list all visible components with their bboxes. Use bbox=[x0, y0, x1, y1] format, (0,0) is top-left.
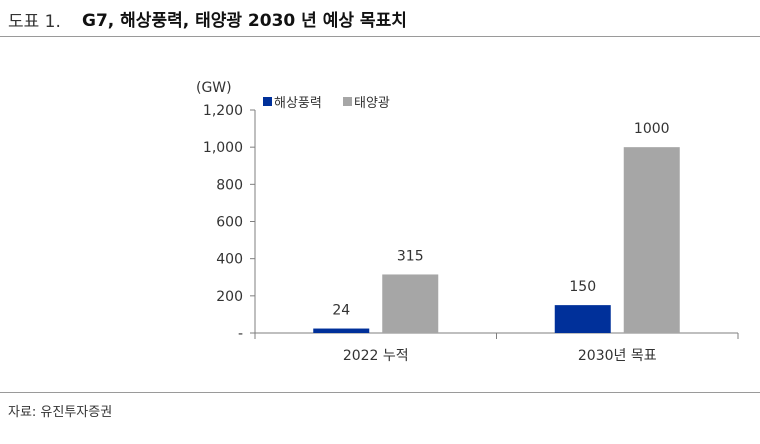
y-tick-label: 600 bbox=[216, 215, 243, 231]
source-note: 자료: 유진투자증권 bbox=[8, 405, 113, 420]
figure-header: 도표 1. G7, 해상풍력, 태양광 2030 년 예상 목표치 bbox=[0, 0, 760, 37]
figure-label: 도표 1. bbox=[8, 12, 61, 32]
legend-label: 태양광 bbox=[354, 96, 390, 111]
x-tick-label: 2030년 목표 bbox=[578, 348, 657, 364]
y-tick-label: 1,200 bbox=[203, 103, 243, 119]
y-tick-label: 800 bbox=[216, 177, 243, 193]
x-tick-label: 2022 누적 bbox=[343, 348, 409, 364]
y-tick-label: 1,000 bbox=[203, 140, 243, 156]
bar-offshore-wind bbox=[554, 305, 611, 333]
bottom-divider bbox=[0, 392, 760, 393]
bar-solar bbox=[623, 147, 680, 333]
legend-label: 해상풍력 bbox=[274, 96, 322, 111]
data-label: 24 bbox=[332, 303, 350, 319]
bar-chart: - 200 400 600 800 1,000 1,200 (GW) 24 315 2022 누적 1… bbox=[196, 80, 739, 364]
bar-offshore-wind bbox=[313, 328, 370, 333]
data-label: 150 bbox=[569, 279, 596, 295]
bar-solar bbox=[382, 274, 439, 333]
data-label: 315 bbox=[397, 248, 424, 264]
top-divider bbox=[0, 36, 760, 37]
y-tick-label: - bbox=[238, 326, 243, 342]
legend-swatch bbox=[263, 97, 272, 106]
y-tick-label: 200 bbox=[216, 289, 243, 305]
y-tick-label: 400 bbox=[216, 252, 243, 268]
y-axis-unit-label: (GW) bbox=[196, 80, 232, 96]
figure-title: G7, 해상풍력, 태양광 2030 년 예상 목표치 bbox=[82, 11, 407, 31]
data-label: 1000 bbox=[634, 121, 670, 137]
legend-swatch bbox=[343, 97, 352, 106]
